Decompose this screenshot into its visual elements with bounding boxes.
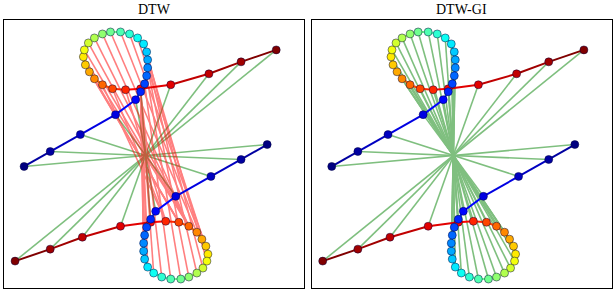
svg-text:DTW: DTW (138, 2, 171, 17)
svg-text:DTW-GI: DTW-GI (436, 2, 487, 17)
